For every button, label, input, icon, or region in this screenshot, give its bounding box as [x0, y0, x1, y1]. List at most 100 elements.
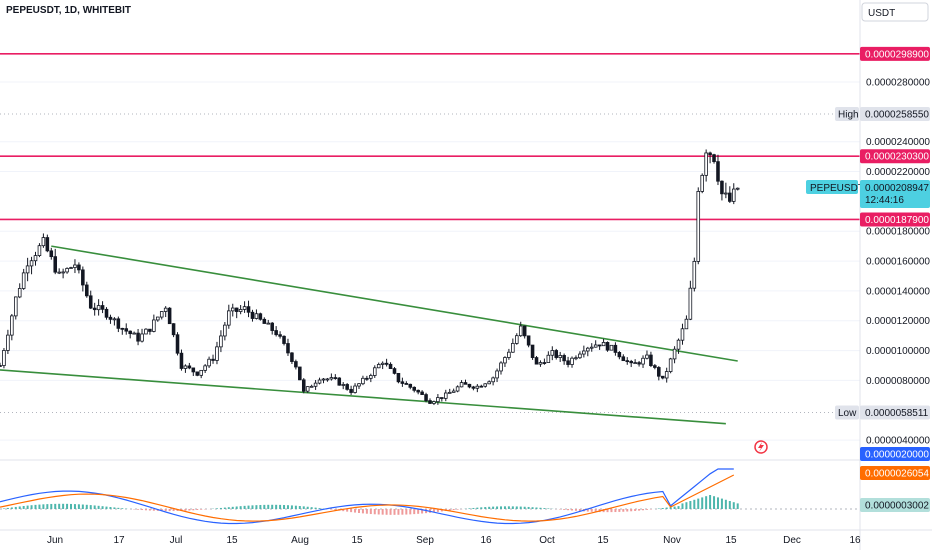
candle-down: [653, 365, 657, 368]
time-axis-label: 15: [226, 535, 238, 546]
macd-histogram-bar: [385, 509, 388, 515]
candle-up: [609, 344, 614, 351]
candle-down: [77, 264, 81, 271]
candle-up: [731, 188, 736, 202]
macd-histogram-bar: [306, 506, 309, 509]
macd-histogram-bar: [223, 507, 226, 509]
macd-histogram-bar: [563, 509, 566, 510]
macd-histogram-bar: [436, 509, 439, 512]
candle-down: [45, 237, 50, 252]
candle-down: [234, 307, 239, 312]
candle-down: [605, 342, 610, 351]
macd-histogram-bar: [354, 509, 357, 513]
candle-up: [372, 367, 377, 376]
macd-histogram-bar: [255, 505, 258, 509]
candle-up: [203, 365, 207, 371]
macd-histogram-bar: [519, 506, 522, 509]
macd-histogram-bar: [330, 509, 333, 510]
candle-down: [660, 375, 665, 379]
candle-up: [132, 332, 136, 335]
macd-histogram-bar: [361, 509, 364, 514]
candle-down: [195, 371, 200, 376]
macd-histogram-bar: [476, 507, 479, 509]
candle-up: [676, 339, 681, 350]
candle-down: [712, 154, 716, 163]
macd-histogram-bar: [243, 505, 246, 509]
macd-histogram-bar: [606, 509, 609, 513]
macd-histogram-bar: [736, 503, 739, 509]
macd-histogram-bar: [259, 504, 262, 509]
macd-histogram-bar: [728, 501, 731, 509]
macd-histogram-bar: [141, 509, 144, 511]
channel-trendline[interactable]: [0, 369, 726, 425]
y-tick-label: 0.0000080000: [866, 376, 930, 387]
low-label-box: [835, 405, 859, 420]
macd-histogram-bar: [294, 505, 297, 509]
macd-histogram-bar: [381, 509, 384, 515]
macd-histogram-bar: [531, 507, 534, 509]
candle-up: [112, 318, 117, 321]
macd-histogram-bar: [677, 506, 680, 509]
macd-histogram-bar: [405, 509, 408, 515]
candle-up: [455, 386, 460, 392]
macd-value-box: [860, 447, 930, 461]
candle-down: [522, 325, 527, 337]
candle-up: [578, 353, 582, 359]
macd-histogram-bar: [113, 507, 116, 509]
macd-histogram-bar: [152, 509, 155, 511]
macd-histogram-bar: [500, 506, 503, 509]
time-axis-label: Nov: [663, 535, 681, 546]
macd-histogram-bar: [101, 506, 104, 509]
macd-value-label: 0.0000020000: [865, 450, 929, 461]
level-price-tag: [860, 46, 930, 61]
macd-histogram-bar: [630, 509, 633, 512]
candle-up: [159, 311, 164, 318]
candle-up: [376, 364, 381, 369]
candle-up: [309, 385, 314, 388]
macd-histogram-bar: [160, 509, 163, 511]
alert-icon-group[interactable]: [754, 440, 768, 454]
macd-histogram-bar: [6, 507, 9, 509]
candle-up: [183, 365, 188, 369]
channel-trendline[interactable]: [51, 245, 738, 362]
candle-down: [108, 316, 113, 320]
grid: [0, 81, 860, 441]
candle-up: [735, 187, 740, 190]
candle-up: [357, 383, 361, 387]
candle-up: [57, 271, 61, 274]
candle-down: [428, 400, 432, 404]
macd-histogram-bar: [373, 509, 376, 515]
macd-histogram-bar: [634, 509, 637, 511]
macd-histogram-bar: [239, 506, 242, 509]
candle-up: [641, 357, 645, 365]
macd-line: [0, 468, 734, 525]
candle-up: [582, 350, 586, 355]
currency-box[interactable]: [861, 2, 929, 22]
macd-histogram-bar: [685, 502, 688, 509]
candle-down: [396, 372, 401, 383]
candle-down: [301, 379, 306, 392]
candle-down: [637, 362, 641, 365]
macd-histogram-bar: [235, 506, 238, 509]
macd-histogram-bar: [543, 508, 546, 509]
macd-histogram-bar: [527, 506, 530, 509]
macd-histogram-bar: [448, 509, 451, 511]
candle-down: [345, 384, 349, 390]
candle-down: [211, 358, 215, 361]
candle-up: [495, 370, 499, 379]
candle-down: [262, 318, 267, 324]
macd-histogram-bar: [452, 509, 455, 511]
macd-histogram-bar: [200, 509, 203, 510]
candle-down: [597, 344, 602, 347]
candle-down: [649, 354, 653, 367]
macd-histogram-bar: [54, 503, 57, 509]
candle-down: [250, 311, 255, 319]
macd-histogram-bar: [701, 497, 704, 509]
bar-countdown: 12:44:16: [865, 195, 904, 206]
signal-line: [0, 474, 735, 522]
candle-up: [199, 369, 203, 376]
time-axis: Jun 17 Jul 15 Aug 15 Sep 16 Oct 15 Nov 15 Dec 16: [0, 529, 932, 546]
macd-histogram-bar: [334, 509, 337, 511]
macd-histogram-bar: [393, 509, 396, 515]
